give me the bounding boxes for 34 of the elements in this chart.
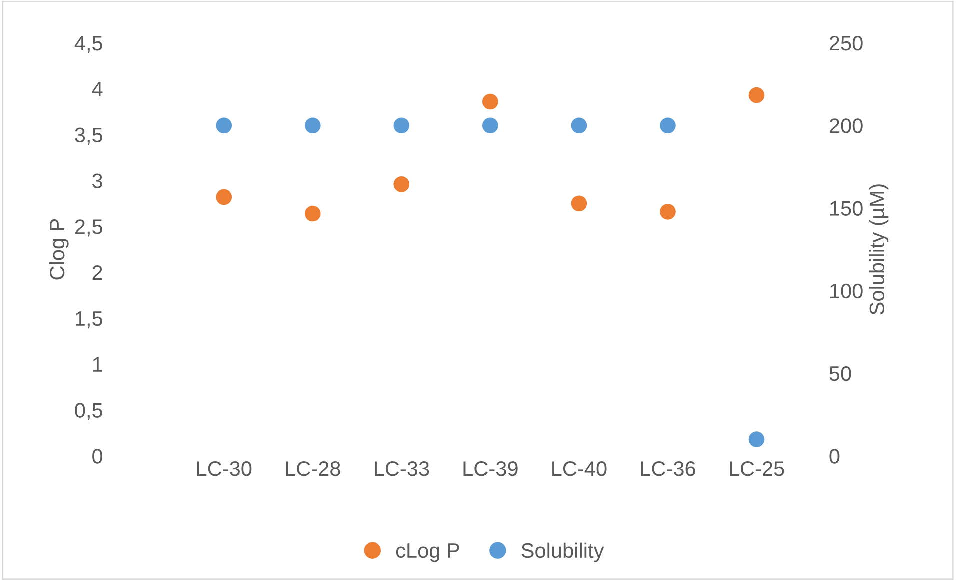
y-tick-label: 0 [92, 449, 103, 464]
x-tick-label: LC-36 [641, 461, 696, 476]
y-axis-title: Clog P [49, 219, 69, 280]
y-tick-label: 2 [92, 265, 102, 280]
y2-tick-label: 200 [830, 118, 863, 134]
x-tick-label: LC-28 [286, 461, 340, 476]
point [304, 206, 321, 222]
y-tick-label: 0,5 [75, 403, 102, 420]
point [571, 196, 588, 212]
x-tick-label: LC-33 [374, 461, 430, 476]
y2-tick-label: 50 [830, 366, 852, 382]
legend-label: cLog P [396, 544, 460, 562]
y-tick-label: 2,5 [75, 220, 102, 237]
y2-axis-title: Solubility (µM) [869, 184, 889, 315]
y-tick-label: 3 [92, 174, 102, 188]
point [748, 87, 765, 104]
y2-tick-label: 150 [830, 201, 863, 216]
y2-tick-label: 250 [830, 36, 863, 51]
y-tick-label: 4,5 [74, 36, 102, 54]
y-tick-label: 4 [92, 82, 103, 96]
point [660, 204, 676, 220]
y2-tick-label: 0 [830, 449, 840, 464]
y-tick-label: 3,5 [75, 128, 102, 146]
y2-tick-label: 100 [830, 284, 863, 299]
point [394, 176, 410, 192]
x-tick-label: LC-40 [552, 461, 607, 476]
x-tick-label: LC-25 [730, 461, 784, 476]
x-tick-label: LC-39 [464, 461, 518, 476]
point [216, 189, 232, 206]
y-tick-label: 1,5 [76, 312, 102, 329]
point [482, 94, 498, 110]
y-tick-label: 1 [93, 358, 102, 372]
x-tick-label: LC-30 [197, 461, 252, 476]
legend-label: Solubility [522, 542, 604, 562]
